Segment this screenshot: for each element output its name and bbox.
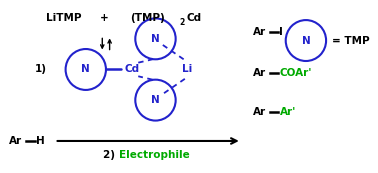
Text: Ar': Ar' [279, 107, 296, 117]
Text: Ar: Ar [253, 107, 266, 117]
Text: N: N [151, 34, 160, 44]
Text: N: N [302, 35, 310, 45]
Text: I: I [279, 27, 284, 37]
Text: 2): 2) [103, 150, 119, 160]
Text: Ar: Ar [253, 27, 266, 37]
Text: = TMP: = TMP [332, 35, 369, 45]
Text: 2: 2 [179, 18, 184, 27]
Text: 1): 1) [34, 65, 46, 75]
Text: H: H [36, 136, 45, 146]
Text: Electrophile: Electrophile [119, 150, 189, 160]
Text: Cd: Cd [124, 65, 139, 75]
Text: +: + [100, 13, 108, 23]
Text: N: N [151, 95, 160, 105]
Text: COAr': COAr' [279, 68, 312, 78]
Text: LiTMP: LiTMP [46, 13, 82, 23]
Text: Ar: Ar [253, 68, 266, 78]
Text: Cd: Cd [187, 13, 202, 23]
Text: (TMP): (TMP) [130, 13, 164, 23]
Text: N: N [81, 65, 90, 75]
Text: Ar: Ar [9, 136, 22, 146]
Text: Li: Li [181, 65, 192, 75]
